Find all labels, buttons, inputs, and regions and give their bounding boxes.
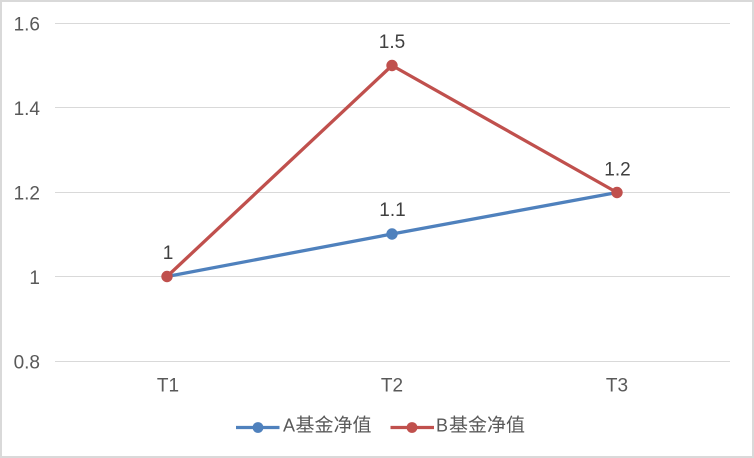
svg-text:0.8: 0.8	[14, 353, 40, 374]
svg-text:1.5: 1.5	[379, 32, 405, 53]
svg-text:A: A	[283, 416, 295, 436]
svg-text:B: B	[436, 416, 448, 436]
svg-text:1: 1	[163, 243, 174, 264]
svg-text:T3: T3	[606, 376, 628, 397]
svg-text:T2: T2	[381, 376, 403, 397]
svg-text:1: 1	[29, 268, 40, 289]
svg-text:T1: T1	[157, 376, 179, 397]
svg-text:1.1: 1.1	[379, 200, 405, 221]
svg-text:1.2: 1.2	[14, 184, 40, 205]
svg-text:1.4: 1.4	[14, 99, 41, 120]
svg-text:1.6: 1.6	[14, 15, 40, 36]
svg-text:1.2: 1.2	[604, 160, 630, 181]
